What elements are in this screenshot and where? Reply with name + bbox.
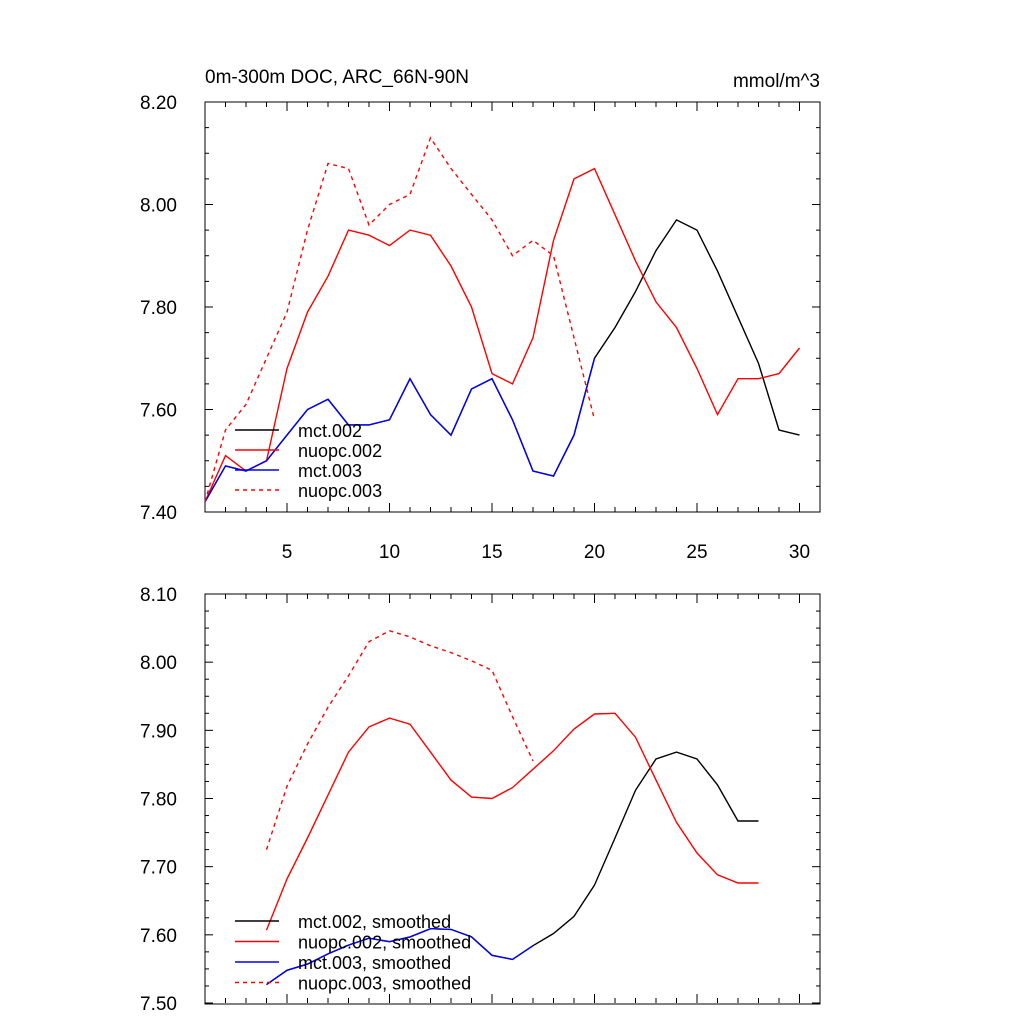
top-x-tick-label: 10 [379,542,400,563]
bottom-legend-label-3: mct.003, smoothed [298,953,451,973]
bottom-legend-label-4: nuopc.003, smoothed [298,974,471,994]
bottom-y-tick-label: 7.90 [140,721,177,742]
bottom-y-tick-label: 8.10 [140,585,177,606]
top-y-tick-label: 8.20 [140,93,177,114]
bottom-y-tick-label: 7.60 [140,926,177,947]
top-series-line-2 [204,167,801,503]
bottom-series-line-3 [266,927,534,986]
bottom-series-line-2 [265,712,759,931]
bottom-series-line-4 [265,630,534,850]
top-legend-label-4: nuopc.003 [298,481,382,501]
bottom-y-tick-label: 8.00 [140,653,177,674]
top-x-tick-label: 15 [481,542,502,563]
bottom-legend-label-2: nuopc.002, smoothed [298,933,471,953]
top-x-tick-label: 5 [282,542,293,563]
top-x-tick-label: 25 [686,542,707,563]
top-legend-label-3: mct.003 [298,461,362,481]
top-legend-label-1: mct.002 [298,421,362,441]
top-series-line-3 [204,358,596,503]
bottom-series-lines [265,630,759,986]
bottom-y-tick-label: 7.80 [140,790,177,811]
top-y-tick-label: 7.60 [140,401,177,422]
bottom-axis-ticks: 7.50 7.60 7.70 7.80 7.90 8.00 8.10 [140,585,821,1015]
top-x-tick-label: 30 [789,542,810,563]
top-panel: 7.407.607.808.008.205 10 15 20 25 30 mct.002n… [140,93,821,563]
top-y-tick-label: 8.00 [140,196,177,217]
bottom-y-tick-label: 7.70 [140,858,177,879]
bottom-panel: 7.50 7.60 7.70 7.80 7.90 8.00 8.10 mct.002, sm… [140,585,821,1015]
top-series-lines [204,136,801,503]
top-series-line-1 [204,218,800,503]
top-series-line-4 [204,136,596,502]
top-y-tick-label: 7.40 [140,503,177,524]
top-y-tick-label: 7.80 [140,298,177,319]
chart-title: 0m-300m DOC, ARC_66N-90N [205,67,469,88]
top-axis-ticks: 7.40 7.60 7.80 8.00 8.20 5 10 15 20 25 30 [140,93,821,563]
bottom-legend-label-1: mct.002, smoothed [298,912,451,932]
top-legend-label-2: nuopc.002 [298,441,382,461]
bottom-y-tick-label: 7.50 [140,994,177,1015]
top-x-tick-label: 20 [584,542,605,563]
units-label: mmol/m^3 [733,71,820,92]
